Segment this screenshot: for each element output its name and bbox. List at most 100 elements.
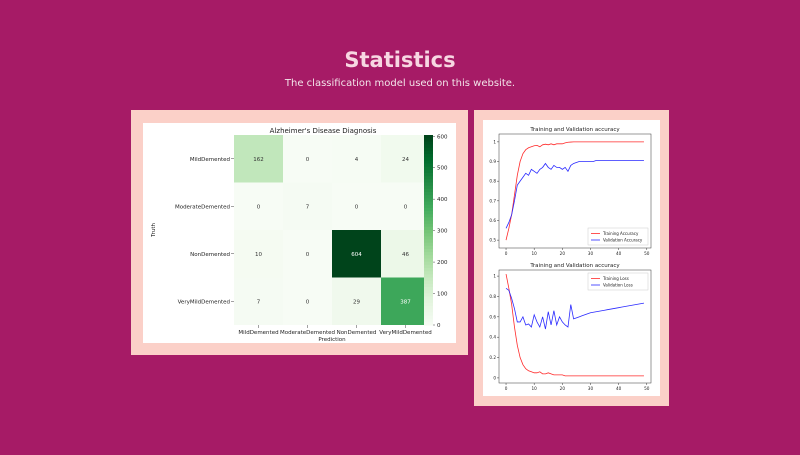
colorbar-tick-label: 100 [437,292,448,298]
x-tick-label: 50 [644,386,650,391]
colorbar-segment [424,223,433,228]
cell-value: 7 [257,299,261,305]
colorbar-segment [424,144,433,149]
x-tick-label: MildDemented [238,330,278,336]
y-tick-label: 0.4 [489,335,496,340]
colorbar-segment [424,166,433,171]
y-tick-label: 0.8 [489,294,496,299]
y-axis-label: Truth [151,223,157,238]
heatmap-cell [332,230,381,278]
x-tick-label: 20 [560,251,566,256]
colorbar-segment [424,230,433,234]
colorbar-segment [424,233,433,237]
colorbar-segment [424,283,433,288]
colorbar-segment [424,214,433,218]
colorbar-segment [424,217,433,221]
colorbar-segment [424,293,433,297]
colorbar-segment [424,306,433,310]
heatmap-cell [234,277,283,325]
x-tick-label: 40 [616,251,622,256]
colorbar-segment [424,261,433,266]
heatmap-cell [381,135,430,183]
x-tick-label: 30 [588,386,594,391]
chart-title: Training and Validation accuracy [529,127,620,133]
colorbar-segment [424,255,433,259]
heatmap-cell [332,135,381,183]
colorbar-segment [424,198,433,202]
training-charts-frame: Training and Validation accuracy 0.5 0.6 0.… [474,110,669,406]
colorbar-segment [424,268,433,272]
colorbar-segment [424,315,433,320]
x-tick-label: 30 [588,251,594,256]
colorbar-segment [424,258,433,263]
cell-value: 0 [306,252,310,258]
confusion-matrix-card: Alzheimer's Disease Diagnosis 162 0 4 24 0 7 0 0… [143,123,456,343]
colorbar-segment [424,201,433,206]
x-tick-label: 50 [644,251,650,256]
colorbar-tick-label: 500 [437,166,448,172]
colorbar-segment [424,245,433,250]
x-axis-label: Prediction [318,337,346,343]
heatmap-cell [234,135,283,183]
heatmap-cell [283,182,332,230]
colorbar-segment [424,299,433,304]
cell-value: 0 [306,157,310,163]
colorbar-segment [424,182,433,187]
y-tick-label: 0.6 [489,218,496,223]
heatmap-cell [332,277,381,325]
colorbar-segment [424,176,433,180]
legend-box [587,272,649,291]
y-tick-label: 1 [493,139,496,144]
series-line-training-accuracy [505,141,644,241]
colorbar-segment [424,296,433,301]
y-tick-label: 0.8 [489,179,496,184]
colorbar-segment [424,239,433,244]
colorbar-segment [424,154,433,158]
y-tick-label: 0.5 [489,238,496,243]
chart-title: Alzheimer's Disease Diagnosis [270,127,377,135]
cell-value: 10 [255,252,262,258]
colorbar-segment [424,242,433,247]
colorbar-segment [424,271,433,275]
x-tick-label: NonDemented [337,330,377,336]
cell-value: 46 [402,252,409,258]
heatmap-cell [381,182,430,230]
colorbar-tick-label: 400 [437,197,448,203]
confusion-matrix-chart: Alzheimer's Disease Diagnosis 162 0 4 24 0 7 0 0… [151,127,448,343]
colorbar-segment [424,135,433,139]
colorbar-segment [424,185,433,190]
colorbar-segment [424,252,433,256]
cell-value: 162 [253,157,264,163]
colorbar-segment [424,274,433,278]
cell-value: 0 [257,204,261,210]
colorbar-segment [424,195,433,199]
colorbar-segment [424,169,433,174]
series-line-validation-accuracy [505,160,644,229]
confusion-matrix-frame: Alzheimer's Disease Diagnosis 162 0 4 24 0 7 0 0… [131,110,468,355]
legend-label: Validation Accuracy [603,238,643,243]
colorbar-tick-label: 200 [437,260,448,266]
x-tick-label: 0 [505,386,508,391]
chart-title: Training and Validation accuracy [529,263,620,269]
cell-value: 0 [404,204,408,210]
accuracy-chart: Training and Validation accuracy 0.5 0.6 0.… [489,127,652,256]
colorbar-segment [424,290,433,294]
colorbar-segment [424,264,433,269]
y-tick-label: 0.7 [489,198,496,203]
x-tick-label: 0 [505,251,508,256]
cell-value: 7 [306,204,310,210]
x-tick-label: VeryMildDemented [379,330,431,336]
heatmap-cell [283,135,332,183]
x-tick-label: 10 [532,251,538,256]
y-tick-label: 0 [493,375,496,380]
colorbar-segment [424,207,433,212]
colorbar-tick-label: 300 [437,229,448,235]
colorbar-segment [424,141,433,145]
page-subtitle: The classification model used on this we… [284,78,516,89]
colorbar-segment [424,147,433,152]
y-tick-label: 0.6 [489,314,496,319]
y-tick-label: NonDemented [190,252,230,258]
colorbar-segment [424,173,433,177]
cell-value: 604 [351,252,362,258]
x-tick-label: 40 [616,386,622,391]
